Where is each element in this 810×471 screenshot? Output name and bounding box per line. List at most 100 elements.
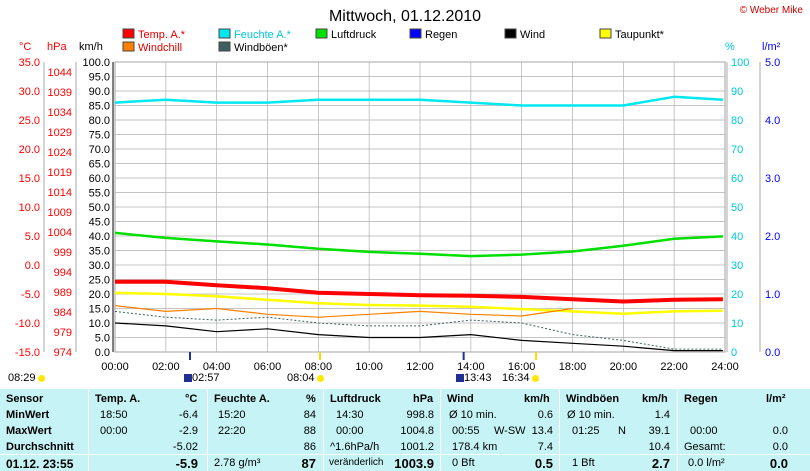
temp-tick-label: 0.0 [25, 260, 40, 272]
temp-tick-label: 25.0 [19, 115, 40, 127]
sun-icon [37, 374, 45, 382]
wind-tick-label: 80.0 [89, 115, 110, 127]
time-tick-label: 20:00 [610, 361, 638, 373]
pressure-tick-label: 989 [54, 287, 72, 299]
humidity-tick-label: 0 [731, 347, 737, 359]
rain-tick-label: 2.0 [765, 231, 780, 243]
max-gust-dir: N [618, 425, 626, 437]
humidity-tick-label: 100 [731, 57, 749, 69]
stats-table: Sensor Temp. A. °C Feuchte A. % Luftdruc… [0, 389, 810, 471]
cur-temp-value: -5.9 [175, 456, 198, 471]
avg-gust-value: 10.4 [648, 441, 670, 453]
pressure-tick-label: 1039 [48, 87, 72, 99]
pressure-tick-label: 1004 [48, 227, 72, 239]
stats-head-hum: Feuchte A. [214, 393, 270, 405]
max-pres-time: 00:00 [336, 425, 364, 437]
cur-hum-abs: 2.78 g/m³ [214, 457, 261, 469]
min-pres-time: 14:30 [336, 409, 364, 421]
legend-swatch [122, 28, 135, 39]
moonrise-time: 02:57 [184, 372, 220, 384]
legend-swatch [315, 28, 328, 39]
cur-wind-value: 0.5 [534, 456, 553, 471]
temp-tick-label: 5.0 [25, 231, 40, 243]
humidity-tick-label: 60 [731, 173, 743, 185]
stats-head-gust: Windböen [566, 393, 620, 405]
pressure-tick-label: 1024 [48, 147, 72, 159]
sunset-time: 16:34 [502, 372, 539, 384]
temp-tick-label: 35.0 [19, 57, 40, 69]
temp-tick-label: -10.0 [15, 318, 40, 330]
legend-label: Taupunkt* [615, 29, 665, 41]
min-gust-label: Ø 10 min. [567, 409, 615, 421]
rain-tick-label: 4.0 [765, 115, 780, 127]
rain-tick-label: 5.0 [765, 57, 780, 69]
series-line [114, 95, 723, 107]
stats-unit-rain: l/m² [766, 393, 786, 405]
temp-tick-label: 30.0 [19, 86, 40, 98]
max-wind-value: 13.4 [531, 425, 553, 437]
axis-unit-temp: °C [19, 41, 31, 53]
sun-high-time: 08:04 [287, 372, 324, 384]
max-gust-value: 39.1 [648, 425, 670, 437]
row-label-min: MinWert [6, 409, 50, 421]
min-temp-time: 18:50 [100, 409, 128, 421]
time-tick-label: 14:00 [457, 361, 485, 373]
series-line [115, 279, 723, 304]
max-temp-time: 00:00 [100, 425, 128, 437]
wind-tick-label: 25.0 [89, 275, 110, 287]
min-hum-time: 15:20 [218, 409, 246, 421]
max-rain-time: 00:00 [690, 425, 718, 437]
max-gust-time: 01:25 [572, 425, 600, 437]
avg-pres-value: 1001.2 [400, 441, 434, 453]
wind-tick-label: 85.0 [89, 101, 110, 113]
pressure-tick-label: 999 [54, 247, 72, 259]
wind-tick-label: 30.0 [89, 260, 110, 272]
avg-wind-value: 7.4 [537, 441, 553, 453]
pressure-tick-label: 1019 [48, 167, 72, 179]
wind-tick-label: 95.0 [89, 72, 110, 84]
cur-rain-total: 0.0 l/m² [688, 457, 725, 469]
stats-unit-pressure: hPa [413, 393, 434, 405]
axis-unit-humidity: % [725, 41, 735, 53]
max-wind-dir: W-SW [494, 425, 526, 437]
cur-gust-bft: 1 Bft [572, 457, 595, 469]
legend-label: Windchill [138, 42, 182, 54]
wind-tick-label: 10.0 [89, 318, 110, 330]
humidity-tick-label: 10 [731, 318, 743, 330]
humidity-tick-label: 30 [731, 260, 743, 272]
stats-unit-temp: °C [185, 393, 198, 405]
row-label-current: 01.12. 23:55 [6, 457, 74, 471]
wind-tick-label: 60.0 [89, 173, 110, 185]
pressure-tick-label: 1044 [48, 67, 72, 79]
series-line [114, 291, 723, 315]
legend-swatch [122, 41, 135, 52]
time-tick-label: 24:00 [711, 361, 739, 373]
stats-unit-wind: km/h [524, 393, 550, 405]
series-line [114, 231, 723, 258]
sunrise-time: 08:29 [8, 372, 45, 384]
wind-tick-label: 15.0 [89, 304, 110, 316]
min-temp-value: -6.4 [179, 409, 198, 421]
cur-hum-value: 87 [301, 456, 316, 471]
max-rain-value: 0.0 [772, 425, 788, 437]
credit-text: © Weber Mike [740, 5, 804, 16]
time-tick-label: 10:00 [355, 361, 383, 373]
time-tick-label: 12:00 [406, 361, 434, 373]
wind-tick-label: 65.0 [89, 159, 110, 171]
rain-tick-label: 3.0 [765, 173, 780, 185]
temp-tick-label: 10.0 [19, 202, 40, 214]
avg-rain-value: 0.0 [772, 441, 788, 453]
series-line [114, 305, 573, 318]
pressure-tick-label: 984 [54, 307, 72, 319]
humidity-tick-label: 40 [731, 231, 743, 243]
row-label-avg: Durchschnitt [6, 441, 74, 453]
time-tick-label: 02:00 [152, 361, 180, 373]
pressure-tick-label: 1009 [48, 207, 72, 219]
avg-hum-value: 86 [303, 441, 316, 453]
legend-swatch [504, 28, 517, 39]
wind-tick-label: 35.0 [89, 246, 110, 258]
min-hum-value: 84 [303, 409, 316, 421]
stats-head-temp: Temp. A. [95, 393, 141, 405]
pressure-tick-label: 974 [54, 347, 72, 359]
max-hum-value: 88 [303, 425, 316, 437]
